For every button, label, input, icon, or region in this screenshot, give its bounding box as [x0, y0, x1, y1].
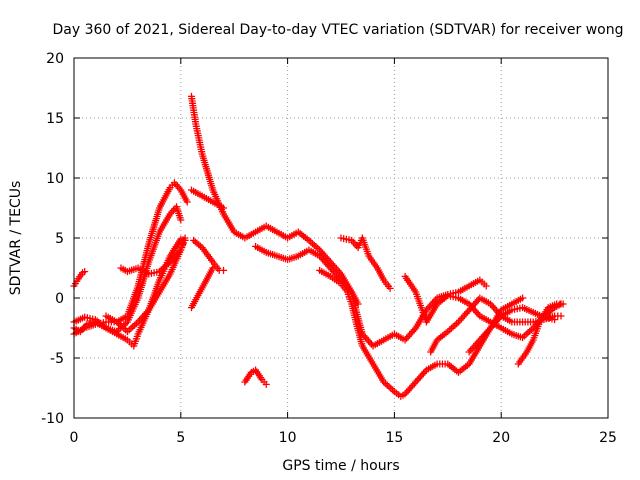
series-arc-a — [70, 268, 89, 290]
series-arc-k — [241, 366, 270, 388]
data-point — [389, 386, 397, 394]
data-point — [551, 316, 559, 324]
x-tick-label: 20 — [492, 430, 510, 446]
y-tick-label: 10 — [46, 171, 64, 187]
data-point — [262, 380, 270, 388]
data-point — [482, 282, 490, 290]
data-point — [519, 294, 527, 302]
data-point — [181, 234, 189, 242]
y-tick-label: -5 — [50, 351, 64, 367]
data-point — [132, 320, 140, 328]
data-point — [449, 323, 457, 331]
data-point — [177, 246, 185, 254]
data-point — [179, 240, 187, 248]
y-tick-label: 5 — [55, 231, 64, 247]
data-point — [209, 264, 217, 272]
y-tick-label: 15 — [46, 111, 64, 127]
y-tick-label: 0 — [55, 291, 64, 307]
data-point — [559, 300, 567, 308]
x-tick-label: 0 — [70, 430, 79, 446]
data-point — [131, 321, 139, 329]
data-point — [125, 326, 133, 334]
series-arc-n — [337, 234, 394, 292]
series-arc-q — [465, 304, 559, 356]
data-point — [220, 204, 228, 212]
y-tick-label: 20 — [46, 51, 64, 67]
data-point — [81, 268, 89, 276]
data-point — [520, 332, 528, 340]
data-point — [557, 312, 565, 320]
data-point — [123, 328, 131, 336]
data-point — [526, 327, 534, 335]
data-point — [127, 324, 135, 332]
data-point — [118, 323, 126, 331]
data-point — [386, 284, 394, 292]
y-axis-label: SDTVAR / TECUs — [8, 181, 24, 296]
series-arc-g — [187, 92, 490, 350]
data-point — [453, 320, 461, 328]
x-tick-label: 10 — [279, 430, 297, 446]
data-point — [385, 383, 393, 391]
series-arc-r — [514, 300, 567, 368]
data-point — [178, 243, 186, 251]
data-point — [177, 216, 185, 224]
data-point — [451, 321, 459, 329]
series-arc-i — [190, 236, 228, 274]
series-arc-h — [187, 186, 228, 212]
data-point — [387, 384, 395, 392]
x-axis-label: GPS time / hours — [282, 458, 399, 474]
data-point — [354, 300, 362, 308]
data-point — [183, 198, 191, 206]
x-tick-label: 5 — [176, 430, 185, 446]
data-point — [116, 321, 124, 329]
series-arc-j — [187, 264, 217, 312]
data-point — [120, 324, 128, 332]
data-points — [70, 92, 567, 400]
data-point — [447, 324, 455, 332]
data-point — [524, 329, 532, 337]
data-point — [309, 240, 317, 248]
data-point — [129, 323, 137, 331]
x-tick-label: 15 — [385, 430, 403, 446]
series-arc-f — [102, 240, 187, 336]
axis-ticks: 0 5 10 15 20 25 -10 -5 0 5 10 15 20 — [41, 51, 617, 446]
data-point — [310, 241, 318, 249]
data-point — [383, 381, 391, 389]
data-point — [220, 266, 228, 274]
data-point — [527, 326, 535, 334]
grid-lines — [74, 58, 608, 418]
x-tick-label: 25 — [599, 430, 617, 446]
chart-title: Day 360 of 2021, Sidereal Day-to-day VTE… — [53, 22, 624, 38]
y-tick-label: -10 — [41, 411, 64, 427]
